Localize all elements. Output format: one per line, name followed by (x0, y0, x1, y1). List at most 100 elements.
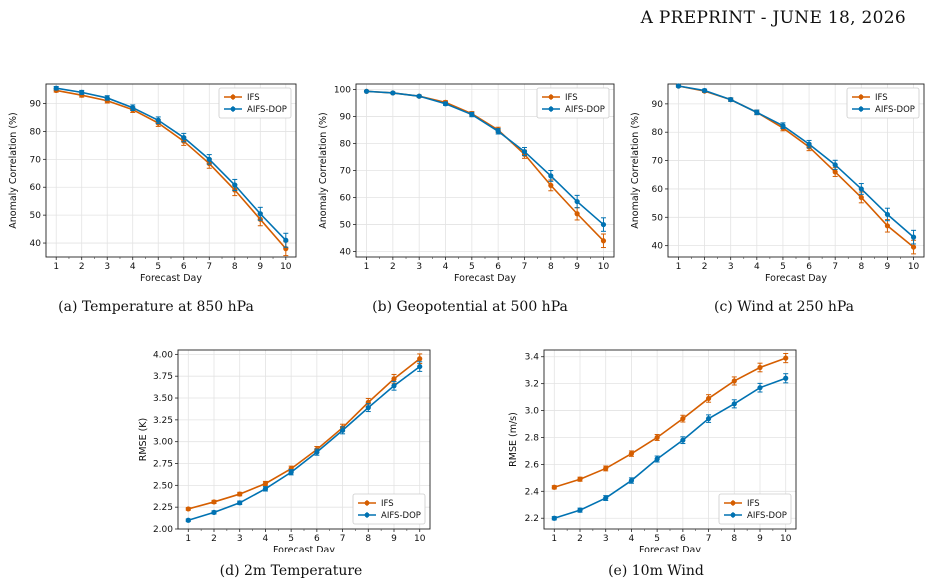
data-point (675, 83, 682, 89)
x-tick-label: 6 (806, 262, 812, 272)
legend-marker (548, 94, 554, 100)
chart-temperature-850: 1 2 3 4 5 6 7 8 9 10 40 50 60 70 80 90 Forecast Day Anoma… (8, 83, 297, 284)
y-tick-label: 3.50 (153, 394, 173, 404)
data-point (211, 509, 217, 516)
data-point (288, 469, 294, 475)
y-axis-label: RMSE (m/s) (508, 412, 519, 467)
data-point (783, 355, 789, 361)
y-axis-label: Anomaly Correlation (%) (8, 112, 19, 229)
y-tick-label: 90 (340, 112, 352, 122)
y-tick-label: 40 (340, 248, 352, 258)
x-tick-label: 8 (548, 262, 554, 272)
x-tick-label: 1 (551, 534, 557, 544)
legend-label: AIFS-DOP (247, 105, 287, 115)
y-tick-label: 2.8 (525, 433, 540, 443)
series-aifs-dop (363, 88, 607, 232)
data-point (783, 375, 789, 381)
x-tick-label: 10 (598, 262, 610, 272)
data-point (654, 434, 660, 441)
data-point (257, 211, 263, 217)
data-point (910, 244, 917, 250)
x-tick-label: 7 (706, 534, 712, 544)
y-tick-label: 60 (30, 183, 42, 193)
series-line (554, 377, 786, 519)
y-tick-label: 70 (30, 155, 42, 165)
series-line (56, 87, 287, 241)
data-point (705, 416, 712, 422)
y-tick-label: 60 (340, 194, 352, 204)
page-header: A PREPRINT - JUNE 18, 2026 (640, 8, 906, 28)
legend: IFS AIFS-DOP (218, 87, 292, 119)
x-axis-label: Forecast Day (273, 545, 335, 552)
y-tick-label: 3.75 (153, 372, 173, 382)
x-tick-label: 9 (574, 262, 580, 272)
data-point (521, 148, 528, 155)
series-line (56, 89, 287, 250)
x-tick-label: 5 (780, 262, 786, 272)
legend-box (218, 87, 292, 119)
x-tick-label: 3 (603, 534, 609, 544)
legend-box (846, 87, 920, 119)
data-point (780, 123, 786, 129)
legend: IFS AIFS-DOP (352, 493, 426, 525)
data-point (211, 499, 217, 505)
chart-10m-wind: 1 2 3 4 5 6 7 8 9 10 2.2 2.4 2.6 2.8 3.0 3.2 3.4 Forecast… (508, 349, 797, 552)
data-point (574, 211, 580, 217)
x-tick-label: 3 (237, 534, 243, 544)
data-point (600, 238, 607, 244)
y-tick-label: 2.25 (153, 503, 173, 513)
data-point (701, 87, 708, 94)
x-tick-label: 2 (577, 534, 583, 544)
legend-marker (230, 94, 236, 100)
y-tick-label: 100 (334, 85, 351, 95)
series-ifs (551, 352, 789, 490)
y-axis-label: Anomaly Correlation (%) (630, 112, 641, 229)
x-tick-label: 2 (211, 534, 217, 544)
x-tick-label: 10 (414, 534, 426, 544)
data-point (232, 182, 238, 188)
y-tick-label: 2.50 (153, 481, 173, 491)
data-point (858, 194, 864, 201)
data-point (754, 109, 760, 115)
x-tick-label: 8 (858, 262, 864, 272)
x-tick-label: 5 (288, 534, 294, 544)
legend-marker (858, 94, 864, 100)
y-tick-label: 50 (340, 221, 352, 231)
data-point (181, 134, 187, 141)
y-tick-label: 2.2 (525, 514, 539, 524)
data-point (577, 507, 583, 513)
data-point (757, 364, 763, 371)
data-point (206, 156, 212, 162)
data-point (314, 449, 320, 455)
legend-marker (730, 500, 736, 506)
data-point (551, 484, 557, 490)
grid (46, 84, 296, 257)
x-tick-label: 8 (365, 534, 371, 544)
legend-marker (364, 512, 370, 518)
data-point (858, 186, 864, 192)
y-axis-label: Anomaly Correlation (%) (318, 112, 329, 229)
x-tick-label: 9 (757, 534, 763, 544)
data-point (391, 383, 397, 389)
data-point (832, 162, 838, 168)
series-aifs-dop (53, 85, 289, 248)
data-point (495, 128, 501, 134)
series-aifs-dop (551, 373, 789, 521)
y-tick-label: 80 (652, 128, 664, 138)
x-tick-label: 6 (680, 534, 686, 544)
data-point (363, 88, 370, 94)
x-axis-label: Forecast Day (454, 273, 516, 284)
x-axis-label: Forecast Day (639, 545, 701, 552)
legend-label: IFS (247, 93, 260, 103)
y-tick-label: 90 (652, 100, 664, 110)
data-point (283, 237, 289, 243)
y-tick-label: 2.75 (153, 460, 173, 470)
y-tick-label: 70 (652, 157, 664, 167)
series-line (188, 358, 421, 510)
x-tick-label: 1 (53, 262, 59, 272)
x-tick-label: 2 (390, 262, 396, 272)
x-tick-label: 10 (780, 534, 792, 544)
y-tick-label: 2.4 (525, 487, 540, 497)
x-tick-label: 6 (181, 262, 187, 272)
legend-label: AIFS-DOP (747, 511, 787, 521)
